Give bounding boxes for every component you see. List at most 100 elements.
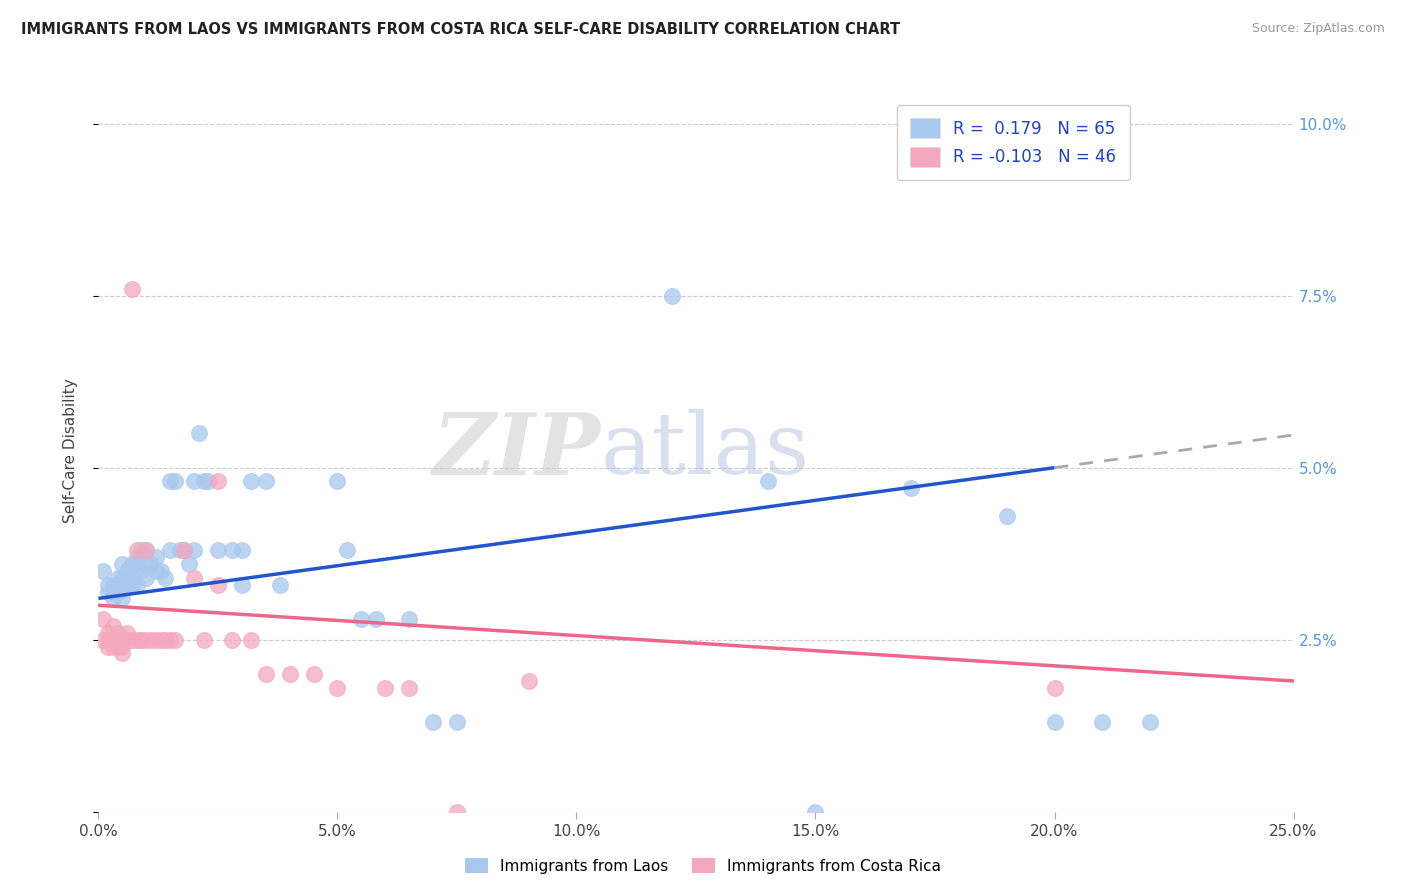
Point <box>115 632 138 647</box>
Point <box>107 640 129 654</box>
Point <box>97 632 120 647</box>
Point <box>115 564 138 578</box>
Point <box>111 571 134 585</box>
Text: Source: ZipAtlas.com: Source: ZipAtlas.com <box>1251 22 1385 36</box>
Point <box>179 557 201 571</box>
Point <box>187 426 209 441</box>
Point <box>336 543 359 558</box>
Y-axis label: Self-Care Disability: Self-Care Disability <box>63 378 77 523</box>
Point <box>125 550 148 565</box>
Point <box>900 481 922 495</box>
Point <box>111 577 134 591</box>
Point <box>111 640 134 654</box>
Point <box>163 632 186 647</box>
Point <box>115 625 138 640</box>
Point <box>422 715 444 730</box>
Point <box>135 632 157 647</box>
Point <box>121 577 143 591</box>
Point <box>135 571 157 585</box>
Point <box>350 612 373 626</box>
Point <box>183 571 205 585</box>
Point <box>398 681 420 695</box>
Point <box>183 543 205 558</box>
Point <box>145 632 167 647</box>
Point <box>756 475 779 489</box>
Point <box>115 571 138 585</box>
Point <box>107 625 129 640</box>
Point <box>326 681 349 695</box>
Point <box>125 557 148 571</box>
Point <box>121 571 143 585</box>
Point <box>364 612 387 626</box>
Point <box>97 640 120 654</box>
Point <box>517 673 540 688</box>
Point <box>91 632 114 647</box>
Point <box>254 475 277 489</box>
Point <box>91 564 114 578</box>
Point <box>135 543 157 558</box>
Point <box>173 543 195 558</box>
Point <box>240 632 263 647</box>
Point <box>1091 715 1114 730</box>
Point <box>111 591 134 606</box>
Point <box>804 805 827 819</box>
Point <box>159 543 181 558</box>
Point <box>1043 681 1066 695</box>
Point <box>131 632 153 647</box>
Point <box>173 543 195 558</box>
Point <box>207 577 229 591</box>
Point <box>278 667 301 681</box>
Point <box>97 584 120 599</box>
Point <box>446 715 468 730</box>
Point <box>111 632 134 647</box>
Legend: R =  0.179   N = 65, R = -0.103   N = 46: R = 0.179 N = 65, R = -0.103 N = 46 <box>897 104 1130 180</box>
Point <box>101 619 124 633</box>
Legend: Immigrants from Laos, Immigrants from Costa Rica: Immigrants from Laos, Immigrants from Co… <box>460 852 946 880</box>
Point <box>101 591 124 606</box>
Point <box>159 632 181 647</box>
Point <box>155 571 177 585</box>
Point <box>1139 715 1161 730</box>
Point <box>995 508 1018 523</box>
Point <box>269 577 291 591</box>
Point <box>159 475 181 489</box>
Point <box>193 632 215 647</box>
Point <box>221 632 243 647</box>
Point <box>169 543 191 558</box>
Point <box>101 632 124 647</box>
Point <box>661 288 683 302</box>
Point <box>326 475 349 489</box>
Point <box>139 557 162 571</box>
Point <box>145 550 167 565</box>
Point <box>302 667 325 681</box>
Point <box>398 612 420 626</box>
Point <box>125 632 148 647</box>
Point <box>207 543 229 558</box>
Point <box>197 475 219 489</box>
Point <box>145 564 167 578</box>
Point <box>97 577 120 591</box>
Point <box>121 557 143 571</box>
Point <box>135 557 157 571</box>
Point <box>125 577 148 591</box>
Point <box>111 647 134 661</box>
Point <box>231 577 253 591</box>
Point <box>163 475 186 489</box>
Point <box>240 475 263 489</box>
Point <box>107 577 129 591</box>
Point <box>107 584 129 599</box>
Point <box>107 571 129 585</box>
Point <box>121 632 143 647</box>
Point <box>221 543 243 558</box>
Point <box>107 632 129 647</box>
Point <box>131 632 153 647</box>
Point <box>1043 715 1066 730</box>
Point <box>149 564 172 578</box>
Point <box>374 681 396 695</box>
Point <box>131 543 153 558</box>
Point <box>121 282 143 296</box>
Point <box>135 543 157 558</box>
Text: atlas: atlas <box>600 409 810 492</box>
Point <box>111 557 134 571</box>
Point <box>254 667 277 681</box>
